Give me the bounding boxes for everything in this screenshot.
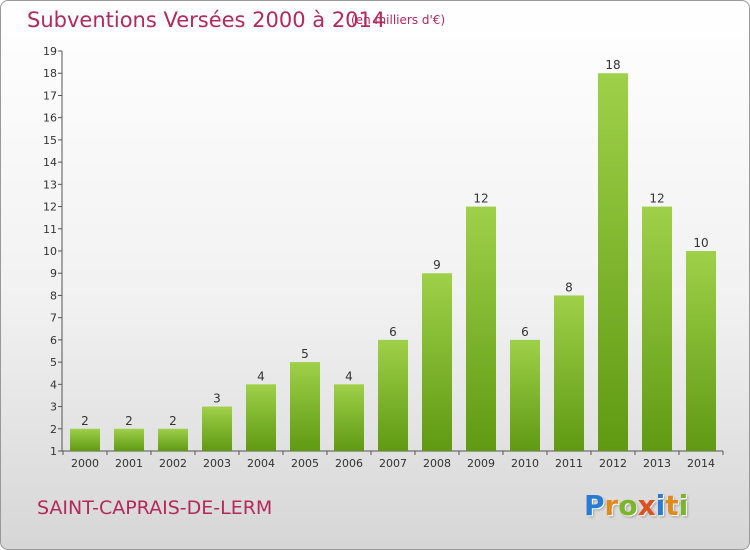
- logo-letter: i: [678, 489, 689, 522]
- bar: [686, 251, 716, 451]
- logo-letter: P: [584, 489, 605, 522]
- y-tick-label: 4: [50, 378, 57, 391]
- data-label: 3: [213, 392, 221, 406]
- data-label: 18: [605, 58, 620, 72]
- data-label: 12: [473, 192, 488, 206]
- x-tick-label: 2011: [555, 457, 583, 470]
- y-tick-label: 3: [50, 401, 57, 414]
- logo-letter: r: [604, 489, 619, 522]
- x-tick-label: 2006: [335, 457, 363, 470]
- y-tick-label: 13: [43, 178, 57, 191]
- bar: [510, 339, 540, 451]
- bar: [158, 428, 188, 451]
- y-tick-label: 18: [43, 67, 57, 80]
- bar: [378, 339, 408, 451]
- x-tick-label: 2013: [643, 457, 671, 470]
- x-tick-label: 2001: [115, 457, 143, 470]
- x-tick-label: 2000: [71, 457, 99, 470]
- bar: [334, 384, 364, 451]
- data-label: 4: [345, 369, 353, 383]
- data-label: 2: [169, 414, 177, 428]
- bar: [466, 206, 496, 451]
- x-tick-label: 2009: [467, 457, 495, 470]
- y-tick-label: 9: [50, 267, 57, 280]
- data-label: 4: [257, 369, 265, 383]
- y-tick-label: 16: [43, 112, 57, 125]
- bar: [642, 206, 672, 451]
- commune-name: SAINT-CAPRAIS-DE-LERM: [37, 497, 273, 519]
- x-tick-label: 2010: [511, 457, 539, 470]
- logo-letter: o: [618, 489, 638, 522]
- x-tick-label: 2003: [203, 457, 231, 470]
- bar: [70, 428, 100, 451]
- bars: 2 2 2 3 4 5 4 6 9 12 6 8 18 12 10: [70, 58, 716, 451]
- bar: [202, 406, 232, 451]
- bar: [554, 295, 584, 451]
- logo-letter: t: [665, 489, 679, 522]
- data-label: 6: [521, 325, 529, 339]
- y-tick-label: 7: [50, 312, 57, 325]
- x-tick-label: 2012: [599, 457, 627, 470]
- data-label: 2: [81, 414, 89, 428]
- bar: [114, 428, 144, 451]
- logo-letter: i: [655, 489, 666, 522]
- x-tick-label: 2008: [423, 457, 451, 470]
- x-tick-label: 2002: [159, 457, 187, 470]
- chart-title: Subventions Versées 2000 à 2014: [27, 8, 386, 32]
- y-tick-label: 15: [43, 134, 57, 147]
- y-tick-label: 17: [43, 89, 57, 102]
- bar: [598, 73, 628, 451]
- data-label: 12: [649, 192, 664, 206]
- logo-letter: x: [637, 489, 656, 522]
- bar: [246, 384, 276, 451]
- x-tick-label: 2005: [291, 457, 319, 470]
- y-tick-label: 12: [43, 201, 57, 214]
- y-tick-label: 5: [50, 356, 57, 369]
- bar: [290, 362, 320, 451]
- y-tick-label: 2: [50, 423, 57, 436]
- chart-unit: (en milliers d'€): [351, 13, 446, 27]
- data-label: 8: [565, 280, 573, 294]
- x-tick-label: 2007: [379, 457, 407, 470]
- data-label: 6: [389, 325, 397, 339]
- data-label: 10: [693, 236, 708, 250]
- y-tick-label: 11: [43, 223, 57, 236]
- y-tick-label: 14: [43, 156, 57, 169]
- x-tick-label: 2014: [687, 457, 715, 470]
- data-label: 9: [433, 258, 441, 272]
- x-tick-label: 2004: [247, 457, 275, 470]
- y-tick-label: 8: [50, 289, 57, 302]
- y-tick-label: 1: [50, 445, 57, 458]
- proxiti-logo[interactable]: Proxiti: [584, 489, 688, 522]
- y-tick-label: 6: [50, 334, 57, 347]
- data-label: 2: [125, 414, 133, 428]
- y-tick-label: 19: [43, 45, 57, 58]
- data-label: 5: [301, 347, 309, 361]
- y-tick-label: 10: [43, 245, 57, 258]
- bar: [422, 273, 452, 451]
